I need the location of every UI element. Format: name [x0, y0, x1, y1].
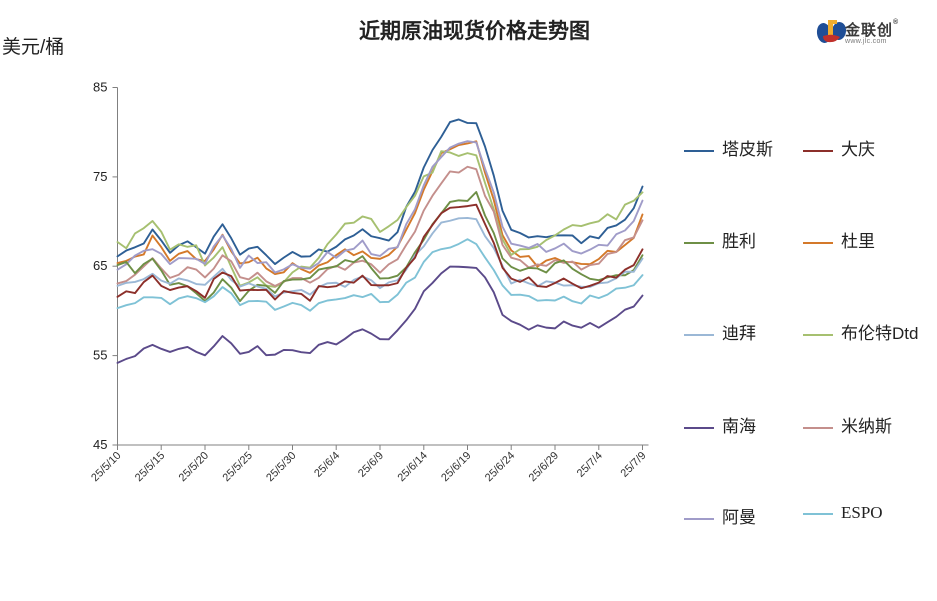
svg-text:25/6/19: 25/6/19 — [439, 450, 473, 484]
svg-text:25/6/9: 25/6/9 — [356, 450, 386, 480]
svg-text:25/7/4: 25/7/4 — [575, 450, 605, 480]
svg-text:25/7/9: 25/7/9 — [619, 450, 649, 480]
svg-text:25/5/20: 25/5/20 — [177, 450, 211, 484]
svg-text:85: 85 — [93, 80, 107, 95]
svg-text:25/6/29: 25/6/29 — [527, 450, 561, 484]
svg-text:45: 45 — [93, 437, 107, 452]
svg-text:65: 65 — [93, 258, 107, 273]
svg-text:25/5/10: 25/5/10 — [89, 450, 123, 484]
svg-text:55: 55 — [93, 348, 107, 363]
svg-text:25/5/30: 25/5/30 — [264, 450, 298, 484]
svg-text:25/5/15: 25/5/15 — [133, 450, 167, 484]
svg-text:25/6/4: 25/6/4 — [312, 450, 342, 480]
svg-text:25/6/14: 25/6/14 — [395, 450, 429, 484]
svg-text:25/6/24: 25/6/24 — [483, 450, 517, 484]
svg-text:75: 75 — [93, 169, 107, 184]
svg-text:25/5/25: 25/5/25 — [220, 450, 254, 484]
